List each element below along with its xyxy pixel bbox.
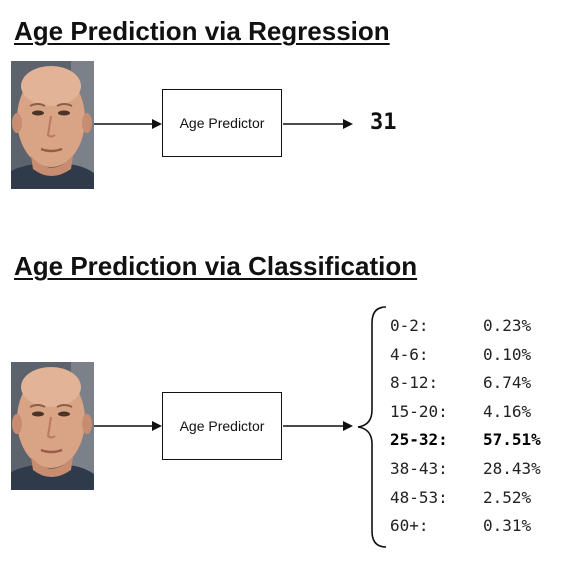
class-row: 4-6: 0.10% (390, 345, 565, 373)
age-predictor-label: Age Predictor (179, 115, 265, 131)
class-row: 15-20: 4.16% (390, 402, 565, 430)
class-probability: 0.31% (483, 516, 532, 536)
arrow-to-predictor-regression (94, 119, 162, 129)
class-probability: 0.10% (483, 344, 532, 364)
class-probability: 6.74% (483, 373, 532, 393)
class-row: 8-12: 6.74% (390, 373, 565, 401)
class-age-range: 8-12: (390, 373, 439, 393)
class-age-range: 0-2: (390, 316, 429, 335)
age-predictor-box-classification: Age Predictor (162, 392, 282, 460)
age-predictor-label: Age Predictor (179, 418, 265, 434)
curly-brace (357, 306, 387, 548)
regression-output-value: 31 (370, 110, 397, 135)
class-row: 60+: 0.31% (390, 516, 565, 544)
class-age-range: 15-20: (390, 401, 448, 421)
class-age-range: 4-6: (390, 344, 429, 364)
arrow-to-predictor-classification (94, 421, 162, 431)
age-predictor-box-regression: Age Predictor (162, 89, 282, 157)
arrow-to-output-regression (283, 119, 353, 129)
class-age-range: 60+: (390, 516, 429, 536)
class-probability: 4.16% (483, 401, 532, 421)
class-row: 48-53: 2.52% (390, 488, 565, 516)
regression-title: Age Prediction via Regression (14, 16, 390, 46)
face-photo-classification (11, 362, 94, 490)
class-age-range: 48-53: (390, 487, 448, 507)
class-row: 0-2: 0.23% (390, 316, 565, 344)
class-probability: 28.43% (483, 459, 541, 478)
class-row: 25-32: 57.51% (390, 430, 565, 458)
class-probability: 2.52% (483, 487, 532, 507)
classification-title: Age Prediction via Classification (14, 251, 418, 281)
arrow-to-classes (283, 421, 353, 431)
class-age-range: 25-32: (390, 430, 448, 450)
face-photo-regression (11, 61, 94, 189)
class-row: 38-43: 28.43% (390, 459, 565, 487)
class-age-range: 38-43: (390, 459, 448, 478)
class-probability: 57.51% (483, 430, 541, 450)
class-probability: 0.23% (483, 316, 532, 335)
